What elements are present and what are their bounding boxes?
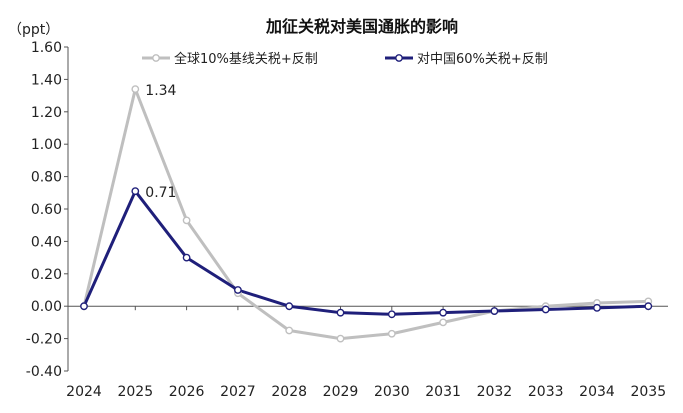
legend-marker-series-1 <box>152 54 160 62</box>
y-tick-label: 0.80 <box>31 170 62 186</box>
series-2-point <box>644 302 653 311</box>
y-tick-label: 0.20 <box>31 267 62 283</box>
y-tick-label: 1.60 <box>31 40 62 56</box>
y-tick-label: 0.40 <box>31 234 62 250</box>
y-tick-label: 1.20 <box>31 105 62 121</box>
series-2-point <box>233 286 242 294</box>
series-1-point <box>439 318 447 327</box>
legend-item-series-2: 对中国60%关税+反制 <box>385 52 548 67</box>
series-2-point <box>182 253 191 262</box>
series-2-point <box>541 305 550 314</box>
x-tick-label: 2027 <box>220 384 256 400</box>
y-tick-label: -0.20 <box>26 332 62 348</box>
x-tick-label: 2030 <box>374 384 410 400</box>
legend-label-series-2: 对中国60%关税+反制 <box>417 52 548 67</box>
y-tick-label: -0.40 <box>26 364 62 380</box>
legend-label-series-1: 全球10%基线关税+反制 <box>174 51 318 67</box>
y-tick-label: 1.40 <box>31 72 62 88</box>
x-tick-label: 2024 <box>66 384 102 400</box>
y-tick-label: 0.60 <box>31 202 62 218</box>
y-tick-label: 1.00 <box>31 137 62 153</box>
series-line-2 <box>82 189 649 316</box>
x-tick-label: 2034 <box>579 384 615 400</box>
axes: 1.60 1.40 1.20 1.00 0.80 0.60 0.40 0.20 0.00 -0.2… <box>26 40 668 400</box>
chart-title: 加征关税对美国通胀的影响 <box>265 17 458 36</box>
x-tick-label: 2028 <box>271 384 307 400</box>
series-2-point <box>439 308 447 317</box>
x-tick-label: 2031 <box>425 384 461 400</box>
series-2-point <box>593 303 601 312</box>
series-2-point <box>336 308 345 317</box>
legend-item-series-1: 全球10%基线关税+反制 <box>142 51 318 67</box>
legend: 全球10%基线关税+反制 对中国60%关税+反制 <box>142 51 548 67</box>
data-label: 0.71 <box>145 185 176 201</box>
series-1-point <box>131 85 140 94</box>
series-2-point <box>80 302 88 311</box>
series-line-1 <box>82 87 649 341</box>
x-tick-label: 2025 <box>117 384 153 400</box>
x-tick-label: 2035 <box>630 384 666 400</box>
legend-marker-series-2 <box>395 54 403 62</box>
x-tick-label: 2033 <box>528 384 564 400</box>
x-tick-label: 2029 <box>323 384 359 400</box>
y-tick-label: 0.00 <box>31 299 62 315</box>
plot-area: 1.34 0.71 <box>80 83 653 343</box>
series-1-point <box>285 326 294 335</box>
series-2-point <box>285 302 294 311</box>
data-label: 1.34 <box>145 83 176 99</box>
series-2-point <box>387 310 396 319</box>
series-1-point <box>182 216 191 225</box>
x-tick-label: 2026 <box>169 384 205 400</box>
y-axis-label: （ppt） <box>8 22 59 38</box>
series-2-point <box>131 187 140 196</box>
series-1-point <box>336 334 345 343</box>
x-tick-label: 2032 <box>477 384 513 400</box>
series-1-point <box>387 329 396 338</box>
series-2-point <box>490 307 499 315</box>
